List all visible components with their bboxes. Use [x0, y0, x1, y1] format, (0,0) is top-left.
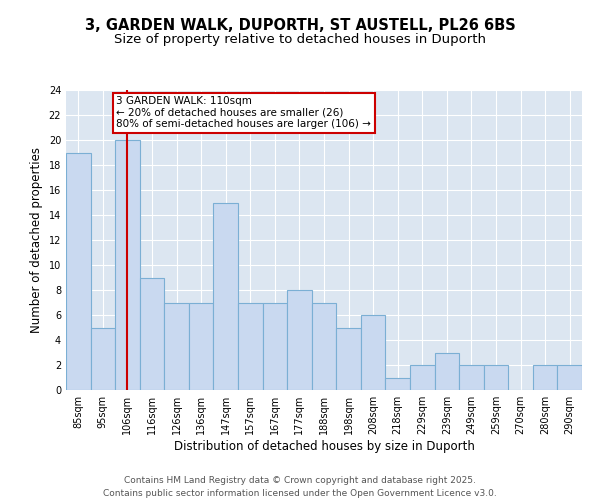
Bar	[336, 328, 361, 390]
Bar	[361, 315, 385, 390]
Text: Contains HM Land Registry data © Crown copyright and database right 2025.
Contai: Contains HM Land Registry data © Crown c…	[103, 476, 497, 498]
Text: 3 GARDEN WALK: 110sqm
← 20% of detached houses are smaller (26)
80% of semi-deta: 3 GARDEN WALK: 110sqm ← 20% of detached …	[116, 96, 371, 130]
Bar	[238, 302, 263, 390]
Bar	[91, 328, 115, 390]
Bar	[312, 302, 336, 390]
Bar	[557, 365, 582, 390]
Bar	[385, 378, 410, 390]
Bar	[66, 152, 91, 390]
Bar	[484, 365, 508, 390]
Bar	[287, 290, 312, 390]
Bar	[263, 302, 287, 390]
Bar	[459, 365, 484, 390]
Bar	[533, 365, 557, 390]
Bar	[140, 278, 164, 390]
Bar	[214, 202, 238, 390]
Y-axis label: Number of detached properties: Number of detached properties	[30, 147, 43, 333]
Bar	[410, 365, 434, 390]
Bar	[164, 302, 189, 390]
Bar	[115, 140, 140, 390]
Bar	[189, 302, 214, 390]
Text: 3, GARDEN WALK, DUPORTH, ST AUSTELL, PL26 6BS: 3, GARDEN WALK, DUPORTH, ST AUSTELL, PL2…	[85, 18, 515, 32]
Bar	[434, 352, 459, 390]
X-axis label: Distribution of detached houses by size in Duporth: Distribution of detached houses by size …	[173, 440, 475, 453]
Text: Size of property relative to detached houses in Duporth: Size of property relative to detached ho…	[114, 32, 486, 46]
